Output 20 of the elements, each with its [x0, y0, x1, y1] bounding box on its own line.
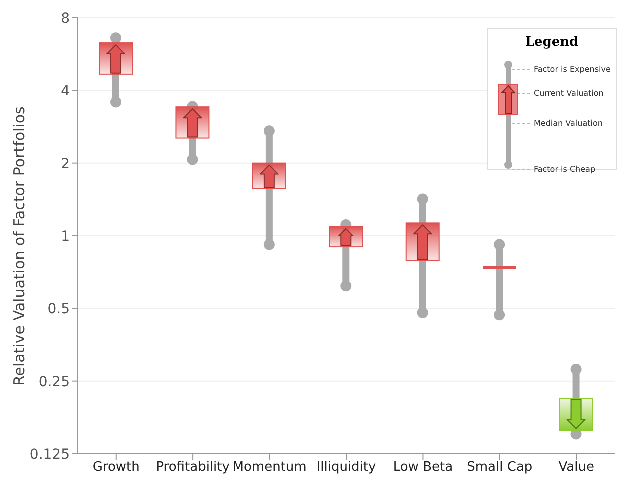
y-tick-label: 4 [61, 84, 70, 100]
annotation: Factor is Cheap [534, 165, 596, 174]
y-tick-label: 0.5 [48, 302, 70, 318]
x-tick-label: Small Cap [467, 460, 533, 476]
x-tick-label: Low Beta [393, 460, 454, 476]
annotation: Current Valuation [534, 89, 604, 98]
annotation: Median Valuation [534, 119, 603, 128]
y-tick-label: 8 [61, 10, 70, 27]
annotation: Factor is Expensive [534, 65, 611, 74]
y-axis-title: Relative Valuation of Factor Portfolios [10, 106, 28, 386]
annotation: Legend [524, 35, 580, 50]
x-tick-label: Illiquidity [316, 460, 377, 476]
x-tick-label: Momentum [232, 460, 307, 476]
y-tick-label: 2 [61, 156, 70, 172]
y-tick-label: 0.125 [30, 446, 70, 463]
y-tick-label: 0.25 [38, 374, 70, 390]
x-tick-label: Growth [92, 460, 140, 476]
x-tick-label: Profitability [156, 460, 230, 476]
x-tick-label: Value [558, 460, 594, 476]
y-tick-label: 1 [61, 228, 70, 245]
